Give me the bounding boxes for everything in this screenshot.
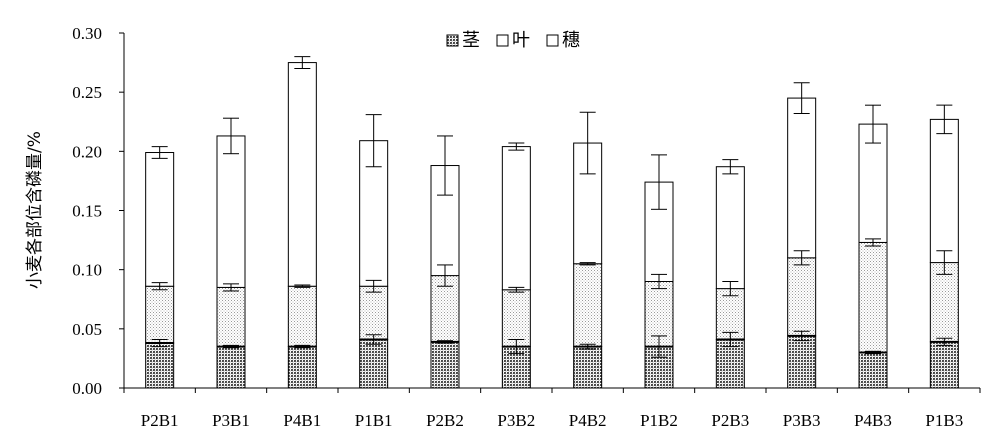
y-tick-label: 0.30 [72, 24, 102, 43]
leaf-segment [858, 241, 888, 353]
y-tick-label: 0.10 [72, 261, 102, 280]
stem-segment [145, 342, 175, 389]
leaf-segment [715, 288, 745, 340]
bar-group [858, 104, 888, 389]
spike-segment [787, 97, 817, 259]
bar-group [715, 159, 745, 389]
bar-group [573, 111, 603, 389]
legend-swatch [446, 34, 459, 47]
bar-group [430, 135, 460, 389]
stem-segment [573, 346, 603, 389]
x-tick-label: P1B2 [640, 411, 678, 430]
y-tick-label: 0.00 [72, 379, 102, 398]
x-tick-label: P3B2 [497, 411, 535, 430]
legend-swatch [546, 34, 559, 47]
x-tick-labels: P2B1 P3B1 P4B1 P1B1 P2B2 P3B2 P4B2 P1B2 P2B3 P3B3… [141, 411, 963, 430]
y-tick-label: 0.05 [72, 320, 102, 339]
spike-segment [287, 62, 317, 287]
x-tick-label: P4B1 [283, 411, 321, 430]
bar-group [501, 142, 531, 389]
legend-label: 茎 [462, 30, 480, 51]
x-tick-label: P2B2 [426, 411, 464, 430]
x-tick-label: P2B3 [711, 411, 749, 430]
stem-segment [359, 338, 389, 389]
bar-group [145, 146, 175, 389]
y-tick-label: 0.15 [72, 202, 102, 221]
leaf-segment [145, 285, 175, 344]
x-tick-label: P3B3 [783, 411, 821, 430]
x-tick-label: P1B1 [355, 411, 393, 430]
bar-group [359, 114, 389, 389]
bar-group [216, 117, 246, 389]
legend-swatch [496, 34, 509, 47]
bars [145, 56, 959, 389]
leaf-segment [573, 263, 603, 348]
leaf-segment [787, 257, 817, 337]
spike-segment [929, 118, 959, 264]
spike-segment [145, 152, 175, 287]
x-tick-label: P3B1 [212, 411, 250, 430]
leaf-segment [359, 285, 389, 340]
stem-segment [287, 346, 317, 389]
stem-segment [858, 352, 888, 389]
axes [119, 32, 981, 393]
legend: 茎叶穗 [446, 30, 580, 51]
leaf-segment [287, 285, 317, 348]
y-axis-label: 小麦各部位含磷量/% [25, 131, 45, 289]
stem-segment [430, 341, 460, 389]
x-tick-label: P1B3 [925, 411, 963, 430]
stem-segment [216, 346, 246, 389]
spike-segment [501, 146, 531, 291]
stem-segment [929, 341, 959, 389]
legend-label: 穗 [562, 30, 580, 51]
bar-group [929, 104, 959, 389]
x-tick-label: P4B3 [854, 411, 892, 430]
stem-segment [787, 335, 817, 389]
bar-group [787, 82, 817, 389]
bar-group [644, 154, 674, 389]
leaf-segment [216, 286, 246, 348]
x-tick-label: P4B2 [569, 411, 607, 430]
y-tick-labels: 0.00 0.05 0.10 0.15 0.20 0.25 0.30 [72, 24, 102, 398]
spike-segment [216, 135, 246, 288]
legend-label: 叶 [512, 30, 530, 51]
leaf-segment [501, 289, 531, 348]
x-tick-label: P2B1 [141, 411, 179, 430]
spike-segment [715, 166, 745, 290]
y-tick-label: 0.20 [72, 142, 102, 161]
bar-group [287, 56, 317, 389]
y-tick-label: 0.25 [72, 83, 102, 102]
leaf-segment [929, 262, 959, 343]
